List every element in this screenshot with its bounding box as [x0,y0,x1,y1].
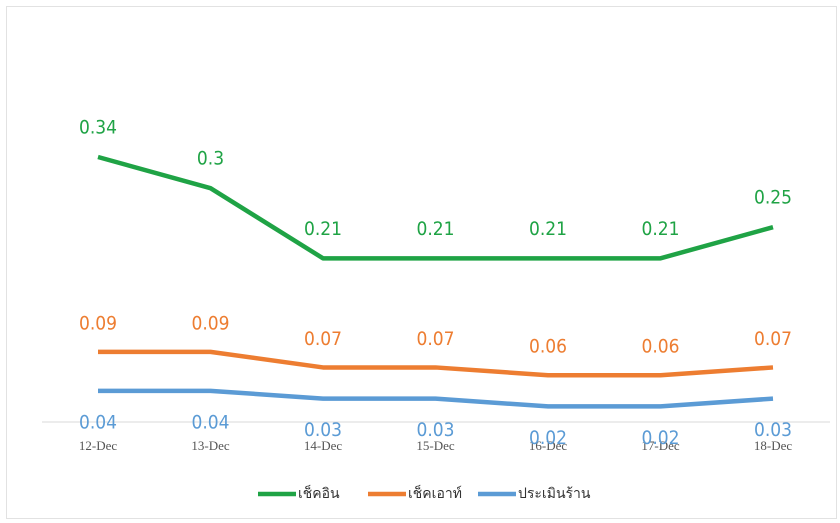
data-label: 0.07 [416,328,454,350]
series-line [98,349,774,378]
chart-border [6,6,837,519]
data-label: 0.3 [197,148,224,170]
data-label: 0.09 [79,312,117,334]
data-label: 0.03 [754,419,792,441]
data-label: 0.02 [641,427,679,449]
data-label: 0.25 [754,187,792,209]
x-tick-label: 12-Dec [79,438,117,453]
legend-label: ประเมินร้าน [518,486,591,502]
legend-label: เช็คเอาท์ [408,484,462,502]
x-tick-label: 16-Dec [529,438,567,453]
data-label: 0.09 [191,312,229,334]
data-label: 0.06 [529,336,567,358]
data-label: 0.03 [304,419,342,441]
data-label: 0.04 [191,411,229,433]
data-label: 0.21 [304,218,342,240]
x-tick-label: 15-Dec [416,438,454,453]
data-label: 0.03 [416,419,454,441]
data-label: 0.21 [529,218,567,240]
data-label: 0.34 [79,117,117,139]
x-tick-label: 13-Dec [191,438,229,453]
data-label: 0.21 [416,218,454,240]
data-label: 0.21 [641,218,679,240]
x-tick-label: 17-Dec [641,438,679,453]
data-label: 0.02 [529,427,567,449]
data-label: 0.07 [304,328,342,350]
x-tick-label: 18-Dec [754,438,792,453]
series-line [98,388,774,409]
data-label: 0.07 [754,328,792,350]
x-tick-label: 14-Dec [304,438,342,453]
legend-label: เช็คอิน [298,484,340,502]
data-label: 0.06 [641,336,679,358]
series-line [97,154,774,261]
data-label: 0.04 [79,411,117,433]
